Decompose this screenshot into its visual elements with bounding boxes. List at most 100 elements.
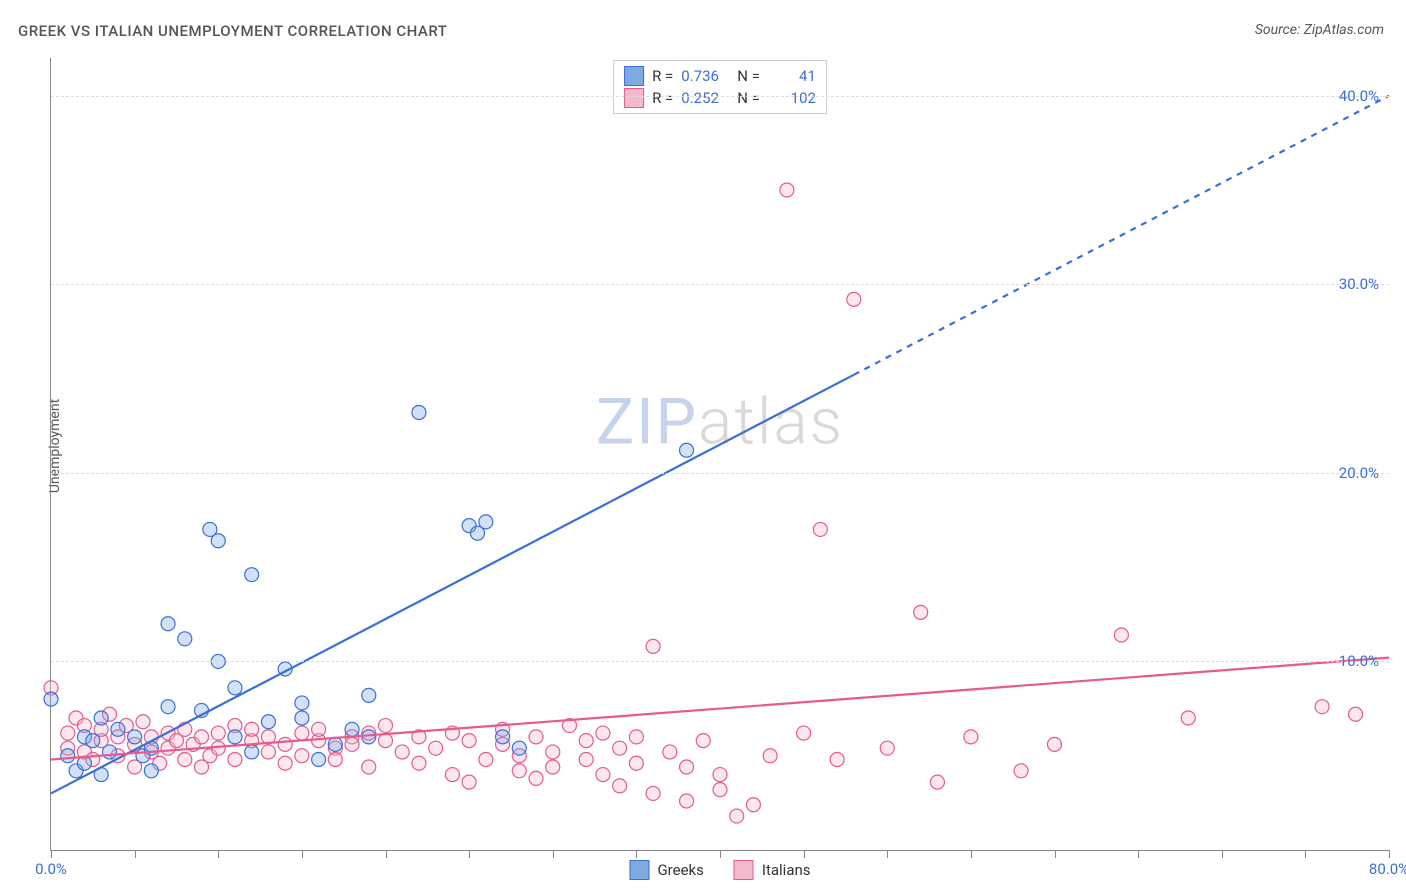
r-value-italians: 0.252	[681, 87, 729, 109]
data-point	[529, 771, 543, 785]
data-point	[362, 730, 376, 744]
x-tick	[135, 850, 136, 858]
data-point	[245, 722, 259, 736]
stats-row-greeks: R = 0.736 N = 41	[624, 65, 816, 87]
legend-item-italians: Italians	[734, 860, 811, 880]
data-point	[111, 722, 125, 736]
y-tick-label: 40.0%	[1339, 87, 1379, 105]
data-point	[479, 515, 493, 529]
data-point	[613, 741, 627, 755]
data-point	[103, 745, 117, 759]
x-tick	[218, 850, 219, 858]
data-point	[696, 734, 710, 748]
data-point	[646, 786, 660, 800]
swatch-italians	[624, 88, 644, 108]
source-attribution: Source: ZipAtlas.com	[1255, 22, 1384, 38]
data-point	[1114, 628, 1128, 642]
data-point	[579, 734, 593, 748]
data-point	[395, 745, 409, 759]
x-tick	[1055, 850, 1056, 858]
legend-label-greeks: Greeks	[657, 861, 703, 879]
data-point	[629, 730, 643, 744]
data-point	[161, 700, 175, 714]
x-tick	[971, 850, 972, 858]
data-point	[680, 794, 694, 808]
data-point	[763, 749, 777, 763]
data-point	[136, 715, 150, 729]
data-point	[1014, 764, 1028, 778]
x-tick-label: 0.0%	[35, 860, 67, 878]
swatch-greeks	[624, 66, 644, 86]
data-point	[1048, 737, 1062, 751]
data-point	[228, 730, 242, 744]
y-tick-label: 30.0%	[1339, 275, 1379, 293]
x-tick	[51, 850, 52, 858]
data-point	[161, 617, 175, 631]
data-point	[813, 522, 827, 536]
data-point	[830, 752, 844, 766]
data-point	[278, 756, 292, 770]
n-label: N =	[737, 65, 760, 87]
data-point	[345, 722, 359, 736]
data-point	[713, 783, 727, 797]
data-point	[462, 734, 476, 748]
trend-line-greeks-dashed	[854, 96, 1389, 375]
data-point	[345, 737, 359, 751]
legend-label-italians: Italians	[762, 861, 811, 879]
data-point	[362, 688, 376, 702]
chart-svg	[51, 58, 1389, 850]
data-point	[663, 745, 677, 759]
data-point	[964, 730, 978, 744]
data-point	[680, 443, 694, 457]
x-tick	[804, 850, 805, 858]
data-point	[429, 741, 443, 755]
data-point	[546, 745, 560, 759]
data-point	[930, 775, 944, 789]
data-point	[1315, 700, 1329, 714]
data-point	[362, 760, 376, 774]
data-point	[646, 639, 660, 653]
data-point	[680, 760, 694, 774]
stats-row-italians: R = 0.252 N = 102	[624, 87, 816, 109]
r-value-greeks: 0.736	[681, 65, 729, 87]
x-tick-label: 80.0%	[1369, 860, 1406, 878]
data-point	[295, 696, 309, 710]
chart-title: GREEK VS ITALIAN UNEMPLOYMENT CORRELATIO…	[18, 22, 447, 40]
plot-area: ZIPatlas R = 0.736 N = 41 R = 0.252 N = …	[50, 58, 1389, 851]
data-point	[44, 692, 58, 706]
x-tick	[1389, 850, 1390, 858]
x-tick	[636, 850, 637, 858]
swatch-italians-bottom	[734, 860, 754, 880]
data-point	[379, 719, 393, 733]
n-value-greeks: 41	[768, 65, 816, 87]
data-point	[412, 406, 426, 420]
data-point	[613, 779, 627, 793]
data-point	[512, 741, 526, 755]
data-point	[128, 730, 142, 744]
y-tick-label: 20.0%	[1339, 464, 1379, 482]
x-tick	[1138, 850, 1139, 858]
data-point	[195, 730, 209, 744]
n-label: N =	[737, 87, 760, 109]
gridline	[51, 284, 1389, 285]
data-point	[261, 715, 275, 729]
x-tick	[1305, 850, 1306, 858]
x-tick	[302, 850, 303, 858]
gridline	[51, 96, 1389, 97]
trend-line-italians	[51, 658, 1389, 760]
series-legend: Greeks Italians	[629, 860, 810, 880]
data-point	[228, 752, 242, 766]
data-point	[312, 722, 326, 736]
data-point	[245, 745, 259, 759]
data-point	[529, 730, 543, 744]
x-tick	[553, 850, 554, 858]
data-point	[312, 752, 326, 766]
data-point	[629, 756, 643, 770]
gridline	[51, 473, 1389, 474]
data-point	[596, 768, 610, 782]
data-point	[579, 752, 593, 766]
data-point	[328, 737, 342, 751]
n-value-italians: 102	[768, 87, 816, 109]
data-point	[512, 764, 526, 778]
data-point	[144, 764, 158, 778]
